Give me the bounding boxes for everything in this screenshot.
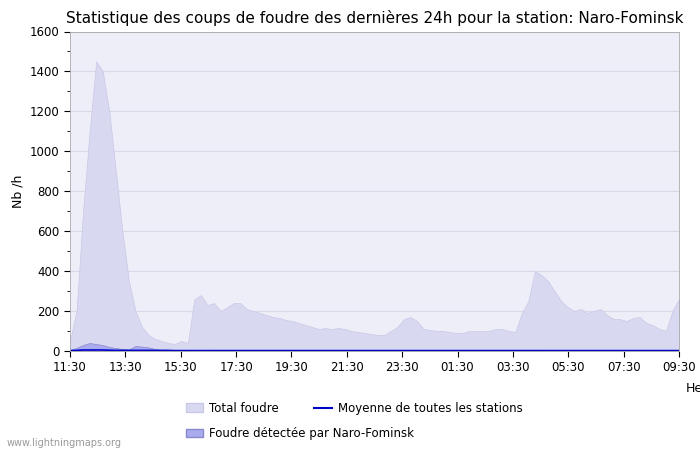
Legend: Foudre détectée par Naro-Fominsk: Foudre détectée par Naro-Fominsk — [186, 427, 414, 440]
Text: Heure: Heure — [686, 382, 700, 395]
Text: www.lightningmaps.org: www.lightningmaps.org — [7, 438, 122, 448]
Y-axis label: Nb /h: Nb /h — [11, 175, 25, 208]
Title: Statistique des coups de foudre des dernières 24h pour la station: Naro-Fominsk: Statistique des coups de foudre des dern… — [66, 10, 683, 26]
